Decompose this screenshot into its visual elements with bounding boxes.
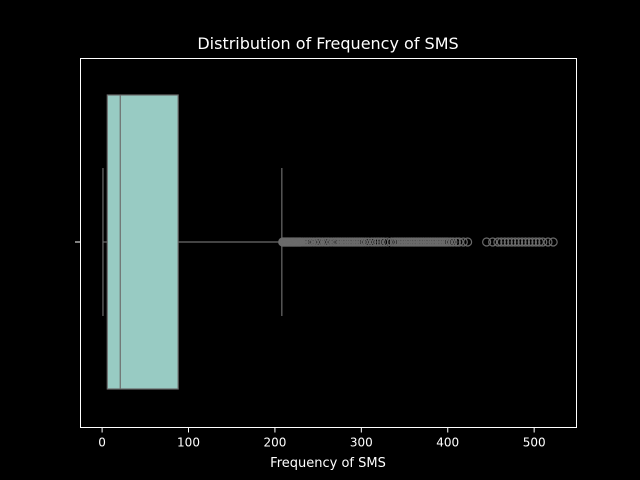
outlier-point [369, 237, 379, 247]
outlier-point [317, 237, 328, 247]
outlier-point [358, 237, 368, 247]
outlier-point [543, 237, 553, 247]
outlier-point [374, 237, 384, 247]
x-axis-ticks: 0 100 200 300 400 500 [98, 427, 546, 450]
outlier-point [309, 237, 319, 247]
outlier-point [443, 237, 453, 247]
outlier-point [463, 237, 473, 247]
outlier-points [278, 237, 558, 247]
outlier-point [323, 237, 334, 247]
outlier-point [500, 237, 510, 247]
outlier-point [361, 237, 371, 247]
outlier-point [503, 237, 513, 247]
outlier-point [507, 237, 517, 247]
x-tick-label: 200 [263, 436, 286, 450]
outlier-point [448, 237, 458, 247]
chart-title: Distribution of Frequency of SMS [197, 34, 458, 53]
x-axis-label: Frequency of SMS [270, 456, 386, 471]
x-tick-label: 300 [350, 436, 373, 450]
outlier-point [548, 237, 558, 247]
x-tick-label: 100 [177, 436, 200, 450]
outlier-point [531, 237, 541, 247]
outlier-point [367, 237, 377, 247]
outlier-point [538, 237, 548, 247]
outlier-point [510, 237, 520, 247]
outlier-point [445, 237, 455, 247]
plot-area-frame [80, 58, 577, 428]
outlier-point [363, 237, 373, 247]
outlier-point [524, 237, 534, 247]
outlier-point [376, 237, 386, 247]
iqr-box [106, 94, 179, 390]
outlier-point [527, 237, 538, 247]
x-tick-label: 500 [523, 436, 546, 450]
outlier-point [315, 237, 325, 247]
x-tick-label: 400 [436, 436, 459, 450]
outlier-point [488, 237, 498, 247]
outlier-point [496, 237, 506, 247]
outlier-point [482, 237, 492, 247]
outlier-point [534, 237, 544, 247]
outlier-point [451, 237, 461, 247]
outlier-point [306, 237, 316, 247]
outlier-point [493, 237, 503, 247]
outlier-point [458, 237, 468, 247]
outlier-point [382, 237, 392, 247]
x-tick-label: 0 [98, 436, 106, 450]
outlier-point [514, 237, 524, 247]
outlier-point [454, 237, 464, 247]
box-plot [102, 94, 283, 390]
outlier-point [517, 237, 527, 247]
outlier-point [520, 237, 531, 247]
